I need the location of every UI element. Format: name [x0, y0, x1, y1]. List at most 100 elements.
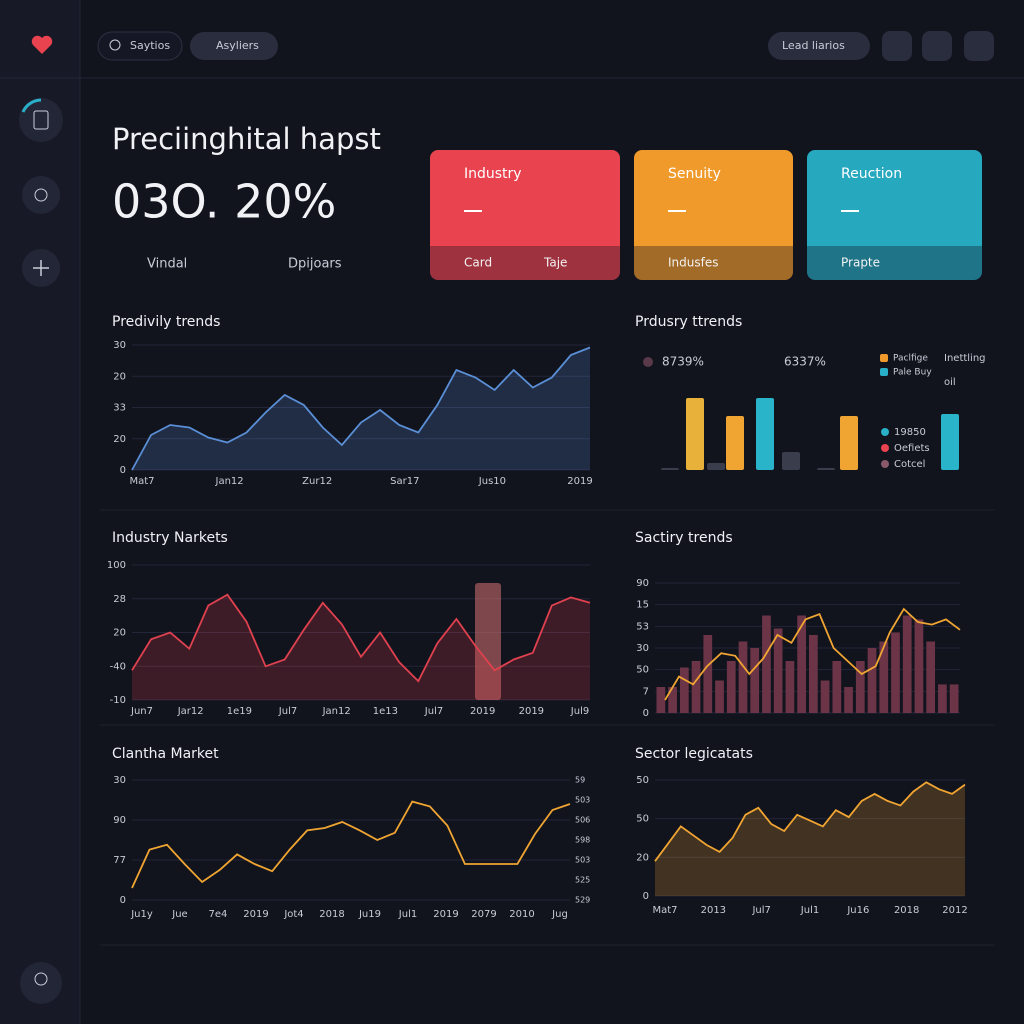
x-tick-label: 2012	[942, 905, 967, 916]
bar	[691, 661, 701, 713]
x-tick-label: Jul7	[751, 905, 770, 916]
x-tick-label: Jul7	[278, 706, 297, 717]
legend-swatch	[880, 368, 888, 376]
nav-icon[interactable]	[19, 98, 63, 142]
y2-tick-label: 525	[575, 876, 590, 885]
bar	[855, 661, 865, 713]
bar	[797, 615, 806, 713]
nav-icon[interactable]	[22, 176, 60, 214]
bar	[949, 684, 959, 713]
bar	[809, 635, 818, 713]
nav-doc	[33, 110, 49, 130]
hero-value: 03O. 20%	[112, 175, 336, 229]
x-tick-label: Jan12	[322, 706, 351, 717]
x-tick-label: Ju19	[358, 909, 381, 920]
x-tick-label: Ju16	[846, 905, 869, 916]
bar	[738, 641, 748, 713]
bar	[726, 661, 736, 713]
stat-dot	[643, 357, 653, 367]
x-tick-label: 2019	[433, 909, 458, 920]
card-footer-text: Card	[464, 256, 492, 270]
y-tick-label: 20	[636, 852, 649, 863]
x-tick-label: 1e13	[373, 706, 398, 717]
card-footer	[634, 246, 793, 280]
y2-tick-label: 529	[575, 896, 590, 905]
icon-button[interactable]	[964, 31, 994, 61]
legend-label: Oefiets	[894, 443, 930, 454]
panel-title: Prdusry ttrends	[635, 314, 742, 330]
hero-link[interactable]: Dpijoars	[288, 257, 342, 272]
avatar[interactable]	[20, 962, 62, 1004]
logo-heart[interactable]	[31, 35, 53, 54]
card-title: Reuction	[841, 166, 902, 182]
bar	[785, 661, 795, 713]
search[interactable]	[97, 31, 183, 61]
icon-button[interactable]	[922, 31, 952, 61]
line	[131, 800, 571, 889]
x-tick-label: 2019	[470, 706, 495, 717]
legend-dot	[881, 460, 889, 468]
line	[131, 593, 591, 683]
y-tick-label: 30	[636, 643, 649, 654]
x-tick-label: 2013	[701, 905, 726, 916]
y-tick-label: 7	[643, 686, 649, 697]
card-footer-text: Indusfes	[668, 256, 718, 270]
y-tick-label: 53	[636, 621, 649, 632]
nav-glyph	[34, 188, 48, 202]
x-tick-label: Jue	[171, 909, 187, 920]
y-tick-label: 0	[120, 895, 126, 906]
x-tick-label: Jot4	[283, 909, 303, 920]
bar	[844, 687, 853, 713]
legend-note: Inettling	[944, 353, 986, 364]
x-tick-label: Ju1y	[130, 909, 153, 920]
card[interactable]	[430, 150, 620, 280]
x-tick-label: Jug	[551, 909, 568, 920]
bar	[941, 414, 959, 470]
x-tick-label: 2018	[319, 909, 344, 920]
legend-dot	[881, 428, 889, 436]
bar	[938, 684, 947, 713]
dropdown[interactable]	[768, 32, 870, 60]
x-tick-label: 2019	[519, 706, 544, 717]
search-text: Saytios	[130, 39, 170, 52]
x-tick-label: Sar17	[390, 476, 419, 487]
tab-text: Asyliers	[216, 39, 259, 52]
x-tick-label: 2019	[567, 476, 592, 487]
card[interactable]	[634, 150, 793, 280]
bar	[668, 687, 677, 713]
y-tick-label: 0	[643, 708, 649, 719]
legend-label: 19850	[894, 427, 926, 438]
y2-tick-label: 503	[575, 856, 590, 865]
x-tick-label: 2079	[471, 909, 496, 920]
y2-tick-label: 506	[575, 816, 590, 825]
y-tick-label: 30	[113, 340, 126, 351]
bar	[756, 398, 774, 470]
card-footer-text: Prapte	[841, 256, 880, 270]
bar	[750, 648, 760, 713]
legend-label: Pale Buy	[893, 368, 932, 378]
y-tick-label: 28	[113, 594, 126, 605]
line	[654, 781, 966, 862]
bar	[832, 661, 842, 713]
area	[655, 782, 965, 896]
tab[interactable]	[190, 32, 278, 60]
bar	[914, 619, 924, 713]
y-tick-label: 15	[636, 600, 649, 611]
y2-tick-label: 503	[575, 796, 590, 805]
x-tick-label: 2019	[243, 909, 268, 920]
x-tick-label: Mat7	[129, 476, 154, 487]
avatar-glyph	[34, 972, 48, 986]
legend-swatch	[880, 354, 888, 362]
x-tick-label: Jul9	[570, 706, 589, 717]
panel-title: Sector legicatats	[635, 746, 753, 762]
icon-button[interactable]	[882, 31, 912, 61]
bar	[817, 468, 835, 470]
legend-label: Paclfige	[893, 354, 928, 364]
bar	[703, 635, 713, 713]
card[interactable]	[807, 150, 982, 280]
y-tick-label: 90	[113, 815, 126, 826]
y-tick-label: 20	[113, 371, 126, 382]
hero-link[interactable]: Vindal	[147, 257, 187, 272]
y2-tick-label: 59	[575, 776, 585, 785]
stat: 8739%	[662, 355, 704, 369]
